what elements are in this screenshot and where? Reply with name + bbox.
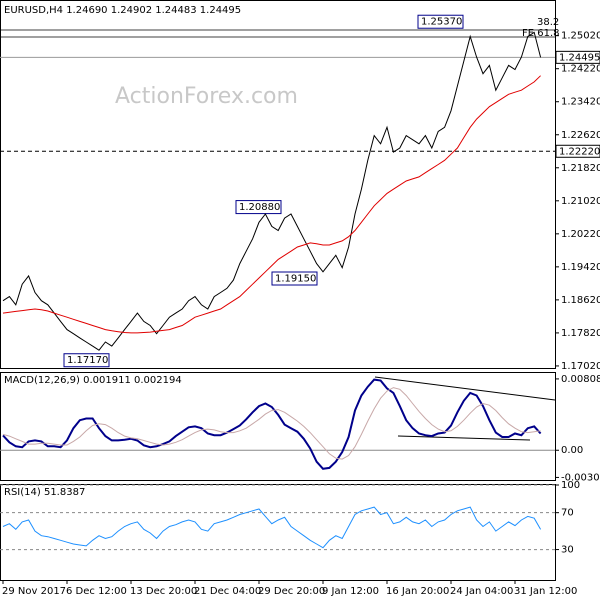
trend-line xyxy=(374,376,556,401)
price-header: EURUSD,H4 1.24690 1.24902 1.24483 1.2449… xyxy=(4,5,241,16)
level-label: 1.22220 xyxy=(559,146,600,157)
y-tick-label: 0.00 xyxy=(561,445,583,456)
series-line xyxy=(2,75,541,334)
y-tick-label: 1.24220 xyxy=(561,64,600,75)
annotation-label: 1.17170 xyxy=(67,355,108,366)
y-tick-label: 1.20220 xyxy=(561,229,600,240)
annotation-box xyxy=(271,271,318,286)
series-line xyxy=(2,506,542,549)
y-tick-label: 1.18620 xyxy=(561,295,600,306)
trend-line xyxy=(397,435,531,441)
watermark: ActionForex.com xyxy=(115,84,298,109)
y-tick-label: 1.21020 xyxy=(561,196,600,207)
level-box xyxy=(555,50,600,64)
macd-frame xyxy=(0,372,556,481)
x-tick-label: 29 Nov 2017 xyxy=(2,586,66,597)
x-tick-label: 6 Dec 12:00 xyxy=(66,586,127,597)
fib-label: FE 61.8 xyxy=(522,28,560,39)
y-tick-label: 0.00808 xyxy=(561,374,600,385)
level-box xyxy=(555,144,600,158)
fib-label: 38.2 xyxy=(537,17,559,28)
y-tick-label: 100 xyxy=(561,480,580,491)
macd-header: MACD(12,26,9) 0.001911 0.002194 xyxy=(4,375,182,386)
y-tick-label: 1.22620 xyxy=(561,130,600,141)
rsi-header: RSI(14) 51.8387 xyxy=(4,487,85,498)
y-tick-label: 1.17020 xyxy=(561,361,600,372)
series-line xyxy=(2,387,541,460)
x-tick-label: 29 Dec 20:00 xyxy=(258,586,325,597)
x-tick-label: 16 Jan 20:00 xyxy=(386,586,449,597)
price-frame xyxy=(0,0,556,369)
annotation-label: 1.20880 xyxy=(239,202,280,213)
x-tick-label: 31 Jan 12:00 xyxy=(514,586,577,597)
y-tick-label: 1.21820 xyxy=(561,163,600,174)
x-tick-label: 9 Jan 12:00 xyxy=(322,586,379,597)
y-tick-label: 1.23420 xyxy=(561,97,600,108)
annotation-label: 1.25370 xyxy=(421,17,462,28)
annotation-box xyxy=(63,353,110,368)
y-tick-label: 1.17820 xyxy=(561,328,600,339)
x-tick-label: 24 Jan 04:00 xyxy=(450,586,513,597)
annotation-box xyxy=(235,200,282,215)
series-line xyxy=(2,378,542,470)
x-tick-label: 13 Dec 20:00 xyxy=(130,586,197,597)
series-line xyxy=(2,31,542,351)
y-tick-label: 70 xyxy=(561,508,574,519)
y-tick-label: 1.25020 xyxy=(561,31,600,42)
annotation-label: 1.19150 xyxy=(275,274,316,285)
x-tick-label: 21 Dec 04:00 xyxy=(194,586,261,597)
y-tick-label: 1.19420 xyxy=(561,262,600,273)
y-tick-label: 30 xyxy=(561,545,574,556)
level-label: 1.24495 xyxy=(559,52,600,63)
annotation-box xyxy=(417,14,464,29)
y-tick-label: -0.003078 xyxy=(561,472,600,483)
